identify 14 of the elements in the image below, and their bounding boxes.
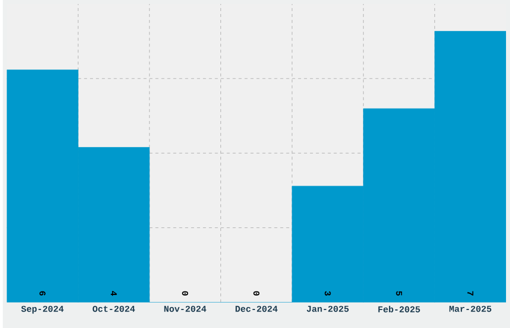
data-label: 3 — [324, 291, 331, 296]
x-tick-label: Dec-2024 — [236, 306, 278, 312]
data-label: 5 — [396, 291, 402, 296]
x-tick-label: Sep-2024 — [21, 306, 64, 314]
x-tick-label: Oct-2024 — [92, 306, 135, 312]
data-label: 0 — [253, 291, 260, 296]
x-tick-label: Nov-2024 — [164, 306, 206, 312]
data-label: 4 — [110, 290, 117, 296]
data-label: 0 — [182, 291, 188, 296]
x-tick-label: Feb-2025 — [378, 306, 420, 312]
data-label: 7 — [467, 291, 474, 296]
x-tick-label: Jan-2025 — [306, 306, 349, 312]
x-tick-label: Mar-2025 — [449, 306, 492, 312]
data-label: 6 — [39, 291, 46, 296]
